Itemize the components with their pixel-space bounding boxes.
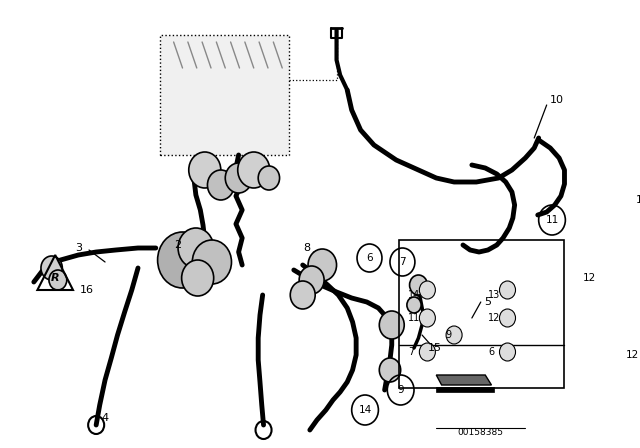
Circle shape xyxy=(237,152,270,188)
Circle shape xyxy=(499,281,515,299)
Circle shape xyxy=(499,309,515,327)
Circle shape xyxy=(419,343,435,361)
Circle shape xyxy=(380,358,401,382)
Circle shape xyxy=(49,270,67,290)
Circle shape xyxy=(291,281,315,309)
Circle shape xyxy=(178,228,214,268)
Circle shape xyxy=(308,249,337,281)
Circle shape xyxy=(182,260,214,296)
Text: 10: 10 xyxy=(550,95,563,105)
Text: 7: 7 xyxy=(408,347,414,357)
Circle shape xyxy=(419,309,435,327)
Text: 11: 11 xyxy=(408,313,420,323)
Circle shape xyxy=(41,256,62,280)
Circle shape xyxy=(407,297,421,313)
Text: 12: 12 xyxy=(583,273,596,283)
Text: 13: 13 xyxy=(488,290,500,300)
Text: 16: 16 xyxy=(80,285,94,295)
Circle shape xyxy=(192,240,232,284)
Text: 4: 4 xyxy=(102,413,109,423)
Text: 14: 14 xyxy=(358,405,372,415)
Text: 2: 2 xyxy=(175,240,182,250)
Text: R: R xyxy=(51,273,60,283)
Text: 6: 6 xyxy=(366,253,373,263)
Circle shape xyxy=(380,311,404,339)
Text: 12: 12 xyxy=(625,350,639,360)
Bar xyxy=(399,240,564,388)
Text: 6: 6 xyxy=(488,347,494,357)
Text: 14: 14 xyxy=(408,290,420,300)
Circle shape xyxy=(446,326,462,344)
Circle shape xyxy=(207,170,234,200)
Circle shape xyxy=(419,281,435,299)
Text: 12: 12 xyxy=(488,313,500,323)
Text: 7: 7 xyxy=(399,257,406,267)
Text: 13: 13 xyxy=(636,195,640,205)
Text: 3: 3 xyxy=(75,243,82,253)
Circle shape xyxy=(157,232,207,288)
Text: 11: 11 xyxy=(545,215,559,225)
Text: 00158385: 00158385 xyxy=(458,427,504,436)
Circle shape xyxy=(258,166,280,190)
Circle shape xyxy=(499,343,515,361)
Bar xyxy=(436,387,494,392)
Circle shape xyxy=(410,275,428,295)
Text: 15: 15 xyxy=(428,343,442,353)
Polygon shape xyxy=(436,375,492,385)
Text: 5: 5 xyxy=(484,297,492,307)
Circle shape xyxy=(299,266,324,294)
Circle shape xyxy=(225,163,252,193)
Circle shape xyxy=(189,152,221,188)
Bar xyxy=(160,35,289,155)
Text: 9: 9 xyxy=(397,385,404,395)
Text: 8: 8 xyxy=(303,243,311,253)
Text: 9: 9 xyxy=(445,330,451,340)
